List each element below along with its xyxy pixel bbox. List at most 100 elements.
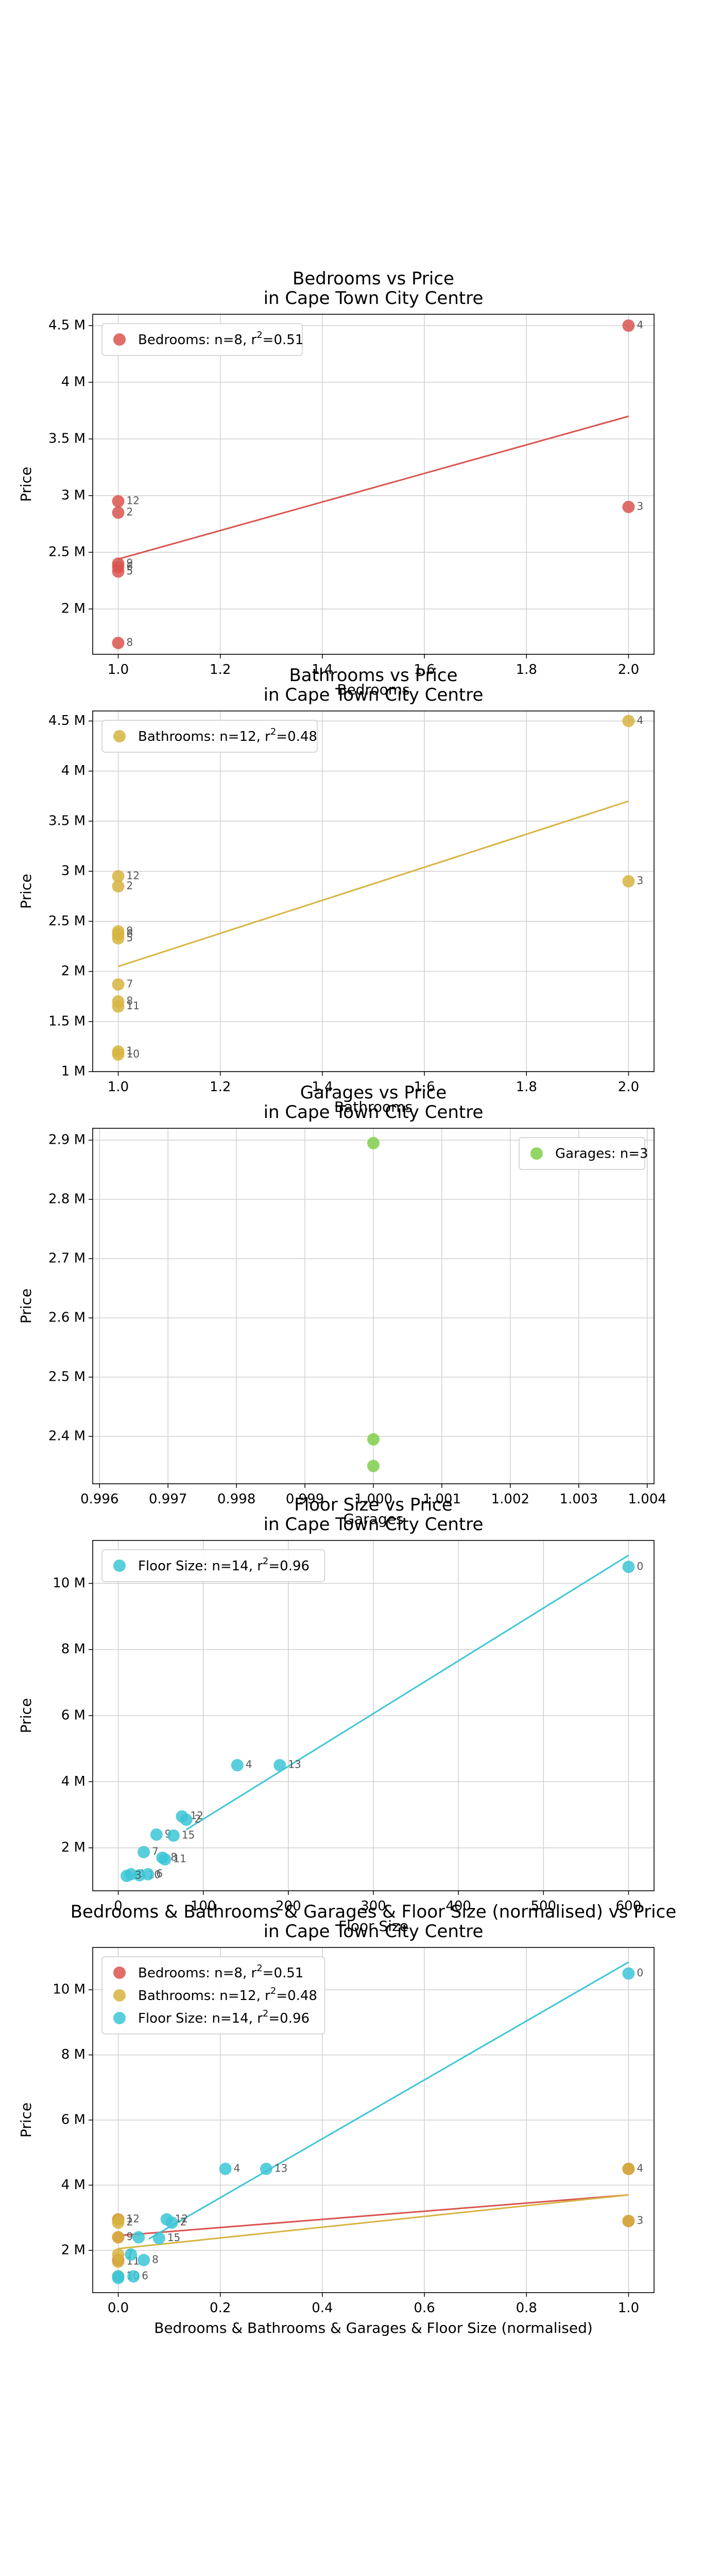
x-tick-label: 1.8 xyxy=(516,1079,537,1095)
x-axis-label: Bedrooms xyxy=(337,681,409,698)
x-tick-label: 500 xyxy=(530,1899,556,1914)
x-axis-label: Bathrooms xyxy=(334,1098,413,1115)
fit-line-floor-size xyxy=(148,1961,629,2240)
data-point-garages xyxy=(367,1433,380,1446)
x-tick-label: 1.001 xyxy=(423,1492,461,1507)
x-tick-label: 100 xyxy=(191,1899,216,1914)
point-label: 7 xyxy=(127,977,133,990)
y-axis-label: Price xyxy=(18,1289,35,1324)
fit-line-floor-size xyxy=(185,1554,629,1831)
fit-line-bathrooms xyxy=(118,2194,629,2250)
data-point-floor-size xyxy=(159,1853,171,1866)
y-tick-label: 2 M xyxy=(61,2242,85,2258)
data-point-bedrooms xyxy=(112,506,125,519)
legend-label: Floor Size: n=14, r2=0.96 xyxy=(138,1556,310,1574)
point-label: 2 xyxy=(127,2216,133,2228)
x-tick-label: 1.003 xyxy=(560,1492,598,1507)
data-point-bathrooms xyxy=(112,2255,125,2268)
data-point-floor-size xyxy=(112,2272,125,2284)
point-label: 9 xyxy=(127,557,133,569)
fit-line-bathrooms xyxy=(118,800,629,968)
chart-title: Bathrooms vs Price in Cape Town City Cent… xyxy=(264,665,484,705)
point-label: 8 xyxy=(152,2253,159,2265)
point-label: 5 xyxy=(127,931,133,944)
legend: Floor Size: n=14, r2=0.96 xyxy=(101,1549,325,1582)
y-tick-label: 2 M xyxy=(61,1840,85,1855)
data-point-floor-size xyxy=(180,1814,193,1826)
legend-marker xyxy=(113,1967,126,1979)
point-label: 4 xyxy=(637,2162,643,2174)
point-label: 7 xyxy=(152,1845,159,1857)
x-tick-label: 0.0 xyxy=(108,2300,129,2316)
y-tick-label: 1.5 M xyxy=(48,1013,85,1029)
x-tick-label: 0.996 xyxy=(80,1492,118,1507)
data-point-floor-size xyxy=(231,1759,244,1772)
y-tick-label: 1 M xyxy=(61,1064,85,1079)
x-tick-label: 2.0 xyxy=(618,662,639,677)
legend-marker xyxy=(113,730,126,742)
y-tick-label: 2.5 M xyxy=(48,1369,85,1385)
data-point-bathrooms xyxy=(622,715,635,727)
x-axis-label: Garages xyxy=(343,1511,403,1528)
point-label: 3 xyxy=(637,2214,643,2226)
y-tick-label: 3.5 M xyxy=(48,431,85,447)
point-label: 10 xyxy=(127,1047,140,1060)
chart-3: Garages vs Price in Cape Town City Centre… xyxy=(18,1082,666,1528)
point-label: 0 xyxy=(637,1967,643,1979)
point-label: 13 xyxy=(274,2162,287,2174)
chart-1: Bedrooms vs Price in Cape Town City Centr… xyxy=(18,268,655,698)
x-tick-label: 400 xyxy=(445,1899,471,1914)
point-label: 4 xyxy=(637,714,643,726)
chart-title: Garages vs Price in Cape Town City Centre xyxy=(264,1082,484,1123)
legend-marker xyxy=(113,1560,126,1572)
data-point-floor-size xyxy=(125,2248,138,2261)
point-label: 3 xyxy=(135,1869,142,1882)
x-tick-label: 0.997 xyxy=(149,1492,187,1507)
point-label: 2 xyxy=(127,879,133,892)
x-tick-label: 300 xyxy=(360,1899,386,1914)
x-tick-label: 1.000 xyxy=(354,1492,392,1507)
point-label: 6 xyxy=(127,927,133,940)
data-point-floor-size xyxy=(138,1845,150,1858)
y-tick-label: 2 M xyxy=(61,963,85,979)
data-point-bedrooms xyxy=(622,319,635,332)
y-axis-label: Price xyxy=(18,467,35,502)
y-tick-label: 2.6 M xyxy=(48,1310,85,1326)
point-label: 3 xyxy=(637,500,643,513)
x-axis-label: Bedrooms & Bathrooms & Garages & Floor S… xyxy=(154,2319,593,2336)
data-point-bathrooms xyxy=(112,880,125,893)
legend-marker xyxy=(113,333,126,346)
plot-frame xyxy=(92,710,655,1072)
legend: Garages: n=3 xyxy=(519,1137,648,1170)
data-point-bedrooms xyxy=(112,637,125,649)
x-tick-label: 0.4 xyxy=(312,2300,333,2316)
legend-label: Bedrooms: n=8, r2=0.51 xyxy=(138,330,303,348)
point-label: 4 xyxy=(246,1758,252,1771)
x-tick-label: 1.8 xyxy=(516,662,537,677)
data-point-bathrooms xyxy=(622,875,635,888)
data-point-floor-size xyxy=(167,1829,180,1842)
legend-label: Bathrooms: n=12, r2=0.48 xyxy=(138,1986,317,2004)
x-tick-label: 2.0 xyxy=(618,1079,639,1095)
legend-box xyxy=(101,720,318,753)
legend-marker xyxy=(113,1989,126,2002)
data-point-garages xyxy=(367,1460,380,1472)
chart-4: Floor Size vs Price in Cape Town City Cen… xyxy=(18,1495,655,1935)
y-tick-label: 2.9 M xyxy=(48,1132,85,1148)
point-label: 9 xyxy=(127,924,133,937)
x-tick-label: 1.4 xyxy=(312,1079,333,1095)
data-point-floor-size xyxy=(219,2162,232,2175)
point-label: 8 xyxy=(170,1851,177,1863)
y-tick-label: 2.4 M xyxy=(48,1429,85,1444)
chart-title: Bedrooms & Bathrooms & Garages & Floor S… xyxy=(71,1902,677,1942)
point-label: 0 xyxy=(637,1560,643,1572)
point-label: 11 xyxy=(127,999,140,1012)
point-label: 6 xyxy=(156,1867,163,1879)
y-tick-label: 2.5 M xyxy=(48,913,85,929)
y-tick-label: 2.5 M xyxy=(48,545,85,560)
data-point-floor-size xyxy=(121,1870,133,1883)
data-point-floor-size xyxy=(150,1828,163,1841)
legend-label: Garages: n=3 xyxy=(555,1146,648,1162)
point-label: 4 xyxy=(637,319,643,331)
